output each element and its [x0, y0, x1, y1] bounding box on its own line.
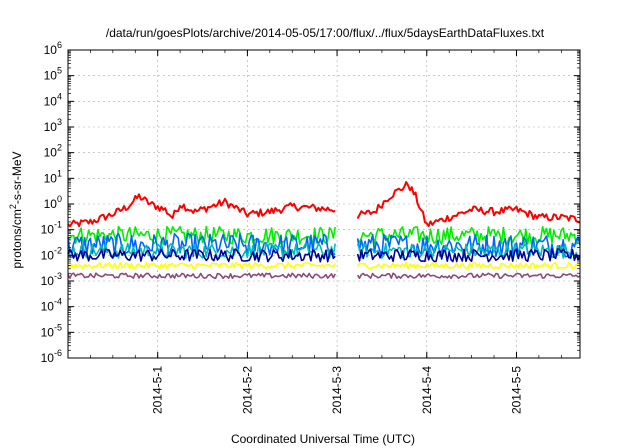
series-line-7: [67, 272, 581, 280]
y-axis-label-rest: -s-sr-MeV: [10, 151, 24, 204]
y-tick-label-base: 10: [41, 300, 55, 314]
x-tick-label: 2014-5-5: [509, 366, 523, 414]
y-tick-label-exponent: 4: [57, 91, 62, 101]
y-axis-label: protons/cm2-s-sr-MeV: [8, 151, 24, 268]
y-tick-label: 100: [44, 194, 62, 211]
series-line-3: [67, 232, 581, 258]
y-tick-label: 10-2: [41, 245, 62, 262]
y-tick-label-base: 10: [44, 94, 58, 108]
series-line-5: [67, 248, 581, 263]
y-tick-label-base: 10: [41, 351, 55, 365]
y-tick-label: 103: [44, 117, 62, 134]
y-tick-labels: 10-610-510-410-310-210-11001011021031041…: [41, 40, 62, 365]
y-tick-label-exponent: -6: [54, 348, 62, 358]
y-tick-label: 10-3: [41, 271, 62, 288]
x-tick-labels: 2014-5-1 2014-5-2 2014-5-3 2014-5-4 2014-5-5: [151, 366, 524, 414]
y-tick-label: 10-6: [41, 348, 62, 365]
y-tick-label-base: 10: [44, 146, 58, 160]
y-axis-label-sup: 2: [8, 204, 18, 209]
chart-title: /data/run/goesPlots/archive/2014-05-05/1…: [106, 26, 545, 40]
y-tick-label-base: 10: [41, 274, 55, 288]
y-tick-label-base: 10: [41, 223, 55, 237]
y-tick-label-exponent: -3: [54, 271, 62, 281]
x-tick-label: 2014-5-2: [240, 366, 254, 414]
y-tick-label-base: 10: [44, 171, 58, 185]
y-tick-label-base: 10: [41, 248, 55, 262]
tick-marks: [67, 49, 580, 359]
series-layer: [67, 181, 581, 280]
x-tick-label: 2014-5-1: [151, 366, 165, 414]
y-tick-label-base: 10: [44, 120, 58, 134]
y-tick-label-base: 10: [44, 69, 58, 83]
y-tick-label: 102: [44, 143, 62, 160]
series-line-6: [67, 261, 581, 270]
y-tick-label-exponent: 1: [57, 168, 62, 178]
y-tick-label-base: 10: [44, 43, 58, 57]
y-axis-label-base: protons/cm: [10, 209, 24, 268]
y-tick-label: 10-5: [41, 322, 62, 339]
y-tick-label: 10-1: [41, 220, 62, 237]
y-tick-label-exponent: -4: [54, 297, 62, 307]
y-tick-label: 106: [44, 40, 62, 57]
grid: [68, 50, 580, 358]
y-tick-label-exponent: -5: [54, 322, 62, 332]
y-tick-label-exponent: 0: [57, 194, 62, 204]
y-tick-label-exponent: 6: [57, 40, 62, 50]
x-tick-label: 2014-5-4: [420, 366, 434, 414]
y-tick-label: 10-4: [41, 297, 62, 314]
series-line-4: [67, 242, 581, 260]
y-tick-label: 105: [44, 66, 62, 83]
y-tick-label-exponent: 5: [57, 66, 62, 76]
y-tick-label: 101: [44, 168, 62, 185]
x-axis-label: Coordinated Universal Time (UTC): [231, 432, 415, 446]
y-tick-label-exponent: 2: [57, 143, 62, 153]
y-tick-label-exponent: -1: [54, 220, 62, 230]
y-tick-label-exponent: 3: [57, 117, 62, 127]
y-tick-label: 104: [44, 91, 62, 108]
y-tick-label-base: 10: [41, 325, 55, 339]
y-tick-label-exponent: -2: [54, 245, 62, 255]
y-tick-label-base: 10: [44, 197, 58, 211]
x-tick-label: 2014-5-3: [330, 366, 344, 414]
series-line-1: [67, 181, 581, 228]
